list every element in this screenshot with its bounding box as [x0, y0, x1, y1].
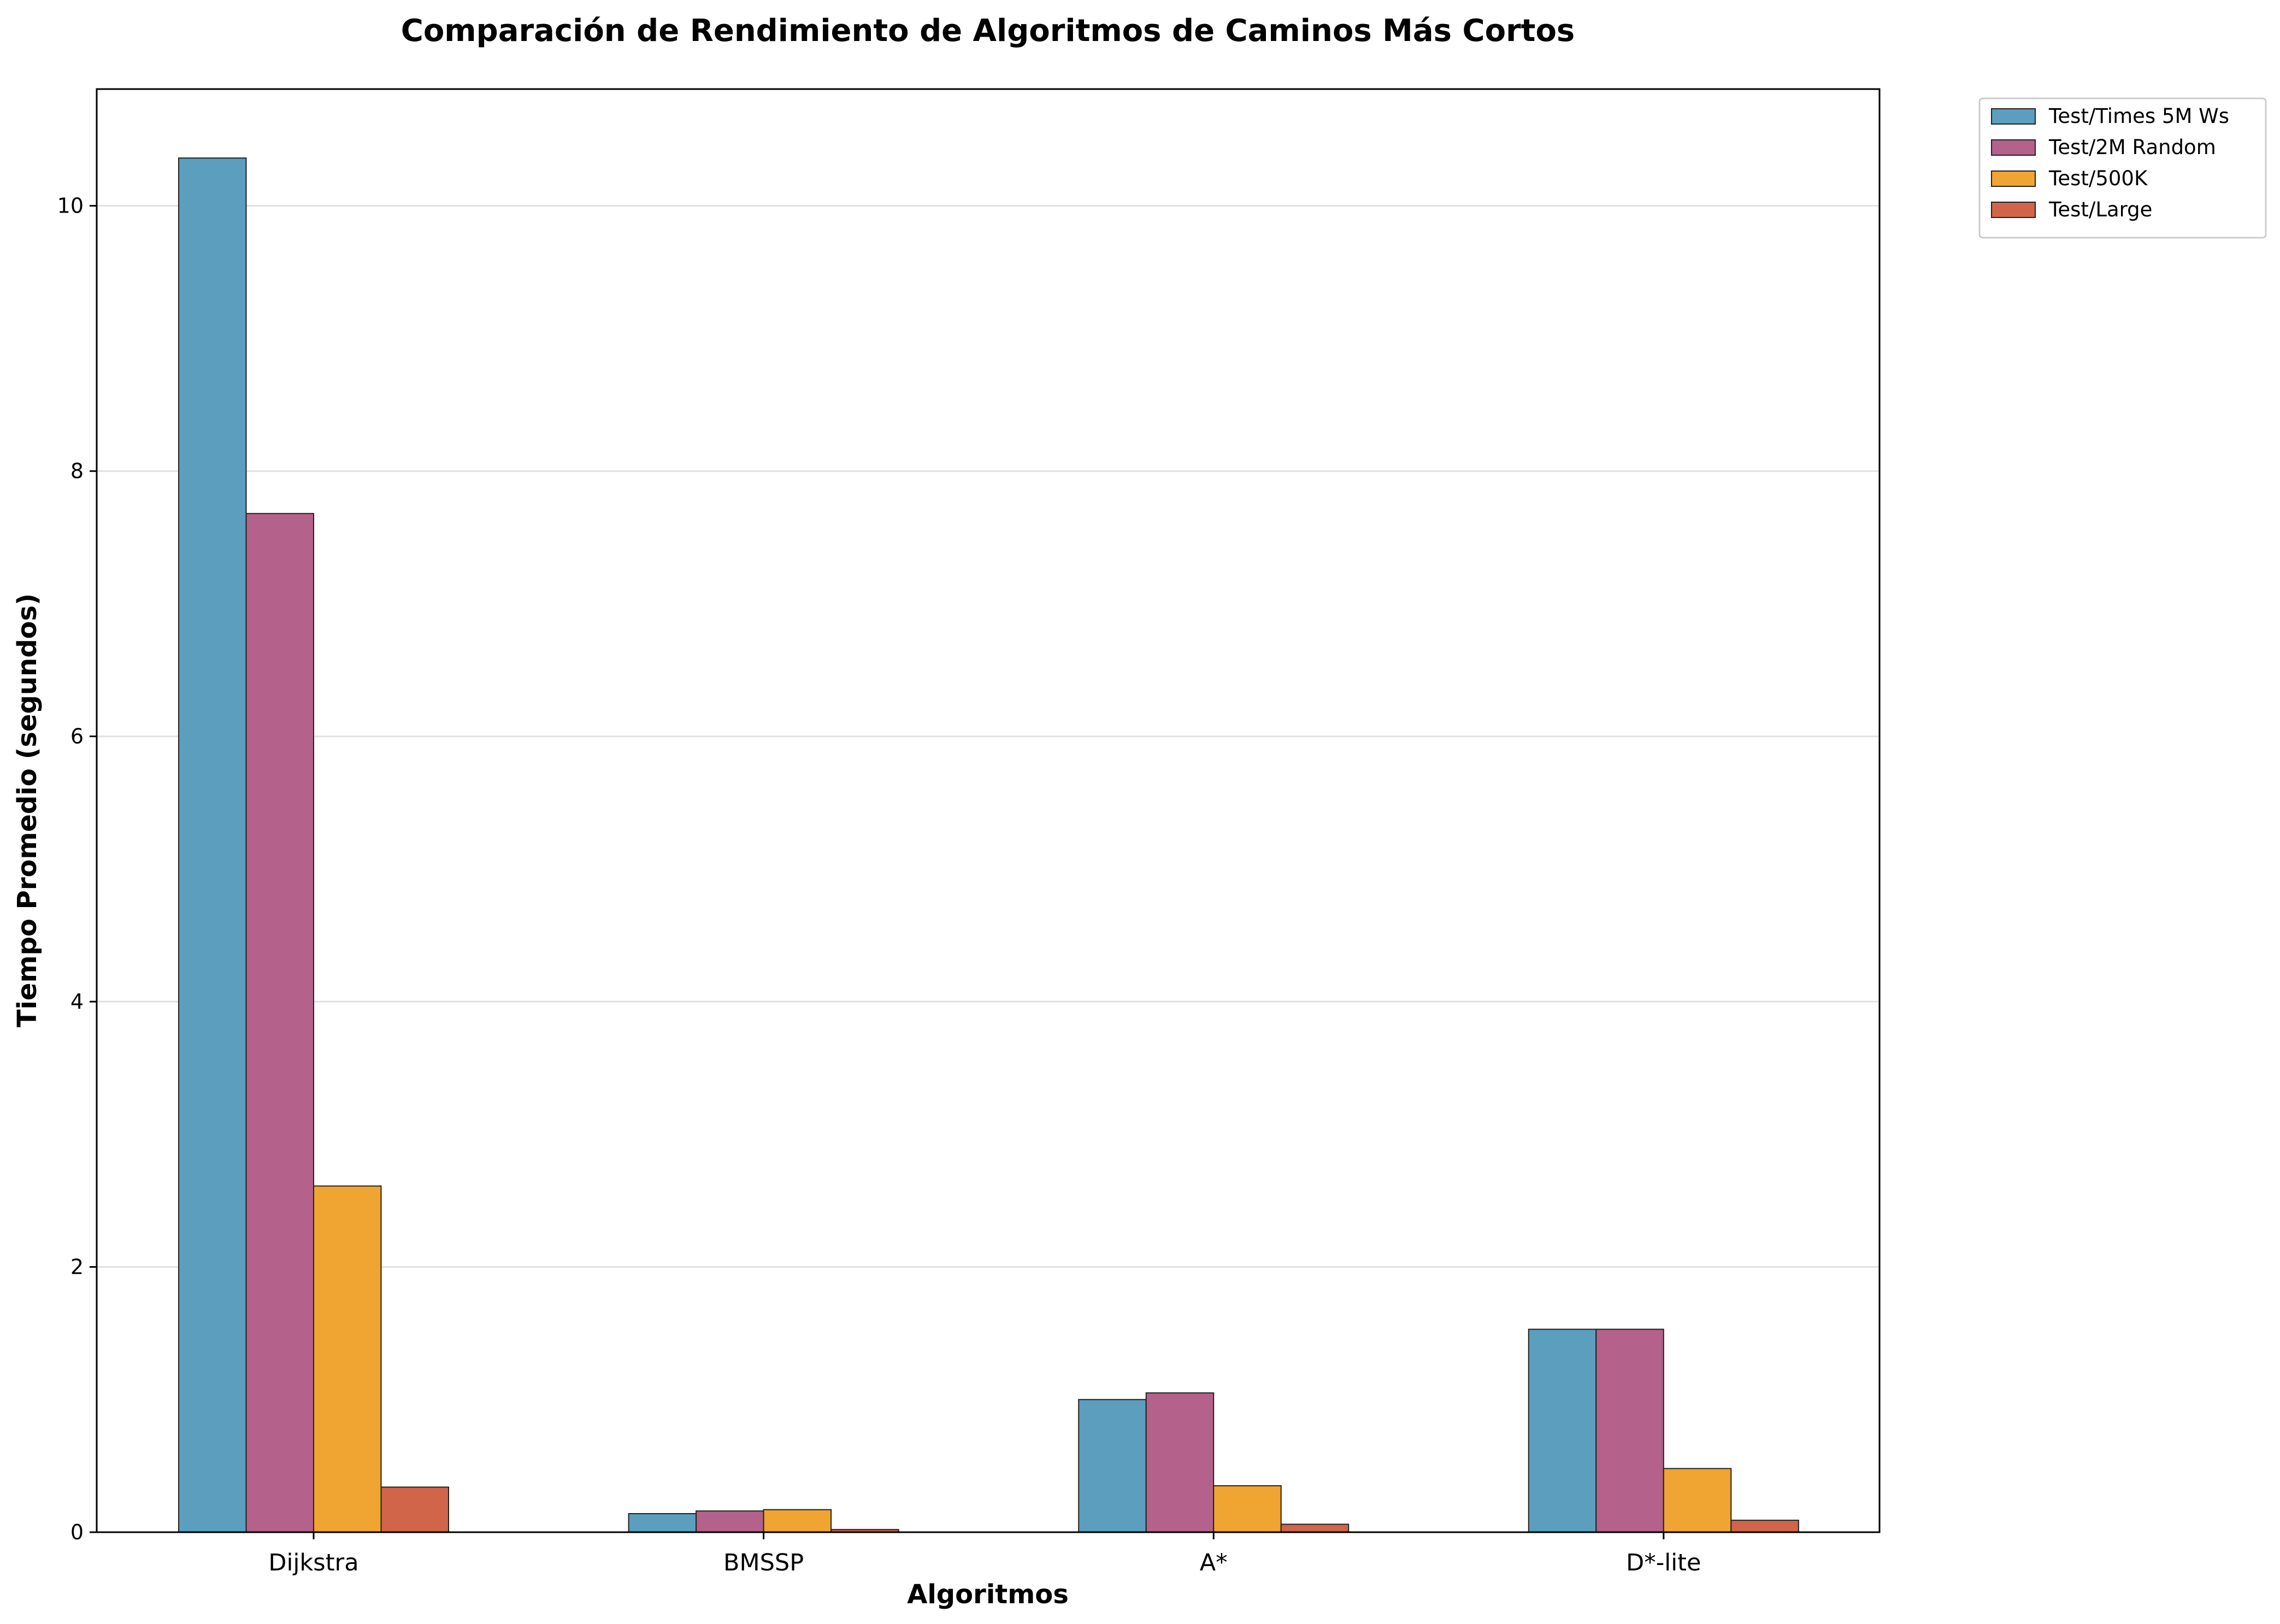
- bar-dijkstra-series-2: [245, 513, 314, 1533]
- bar-dijkstra-series-3: [313, 1185, 382, 1533]
- bar-a-series-3: [1213, 1485, 1282, 1533]
- y-axis-ticks: 0 2 4 6 8 10: [57, 194, 97, 1544]
- bar-dijkstra-series-4: [380, 1486, 449, 1533]
- bar-dlite-series-1: [1528, 1328, 1597, 1533]
- bar-dlite-series-2: [1595, 1328, 1664, 1533]
- legend-label: Test/2M Random: [2048, 136, 2216, 159]
- y-tick-label: 0: [70, 1520, 84, 1544]
- x-axis-label: Algoritmos: [907, 1579, 1069, 1610]
- x-tick-label: BMSSP: [723, 1549, 804, 1576]
- bar-bmssp-series-1: [628, 1513, 697, 1533]
- x-axis-ticks: Dijkstra BMSSP A* D*-lite: [268, 1532, 1701, 1576]
- y-tick-label: 6: [70, 725, 84, 749]
- legend-label: Test/Times 5M Ws: [2048, 104, 2229, 128]
- x-tick-label: A*: [1200, 1549, 1228, 1576]
- y-axis-label: Tiempo Promedio (segundos): [12, 593, 43, 1027]
- legend-swatch: [1991, 108, 2036, 125]
- bar-a-series-1: [1078, 1399, 1147, 1533]
- bar-dlite-series-3: [1663, 1468, 1732, 1533]
- bar-a-series-4: [1280, 1523, 1350, 1533]
- bar-dijkstra-series-1: [178, 157, 247, 1533]
- bar-bmssp-series-3: [763, 1509, 832, 1533]
- bar-a-series-2: [1145, 1392, 1215, 1533]
- plot-area-frame: [96, 88, 1881, 1533]
- y-tick-label: 10: [57, 194, 84, 218]
- bars: [178, 157, 1799, 1533]
- y-tick-label: 4: [70, 990, 84, 1014]
- legend-frame: [1978, 97, 2267, 239]
- legend-label: Test/Large: [2048, 198, 2152, 221]
- y-tick-label: 2: [70, 1255, 84, 1279]
- x-tick-label: D*-lite: [1626, 1549, 1701, 1576]
- x-tick-label: Dijkstra: [268, 1549, 358, 1576]
- y-tick-label: 8: [70, 459, 84, 483]
- legend: Test/Times 5M Ws Test/2M Random Test/500K T…: [1978, 97, 2267, 239]
- bar-bmssp-series-2: [696, 1510, 764, 1533]
- chart-title: Comparación de Rendimiento de Algoritmos…: [401, 13, 1575, 49]
- legend-swatch: [1991, 202, 2036, 218]
- legend-swatch: [1991, 139, 2036, 156]
- bar-dlite-series-4: [1730, 1520, 1799, 1533]
- gridlines: [97, 205, 1880, 1268]
- legend-label: Test/500K: [2048, 167, 2148, 190]
- legend-swatch: [1991, 170, 2036, 187]
